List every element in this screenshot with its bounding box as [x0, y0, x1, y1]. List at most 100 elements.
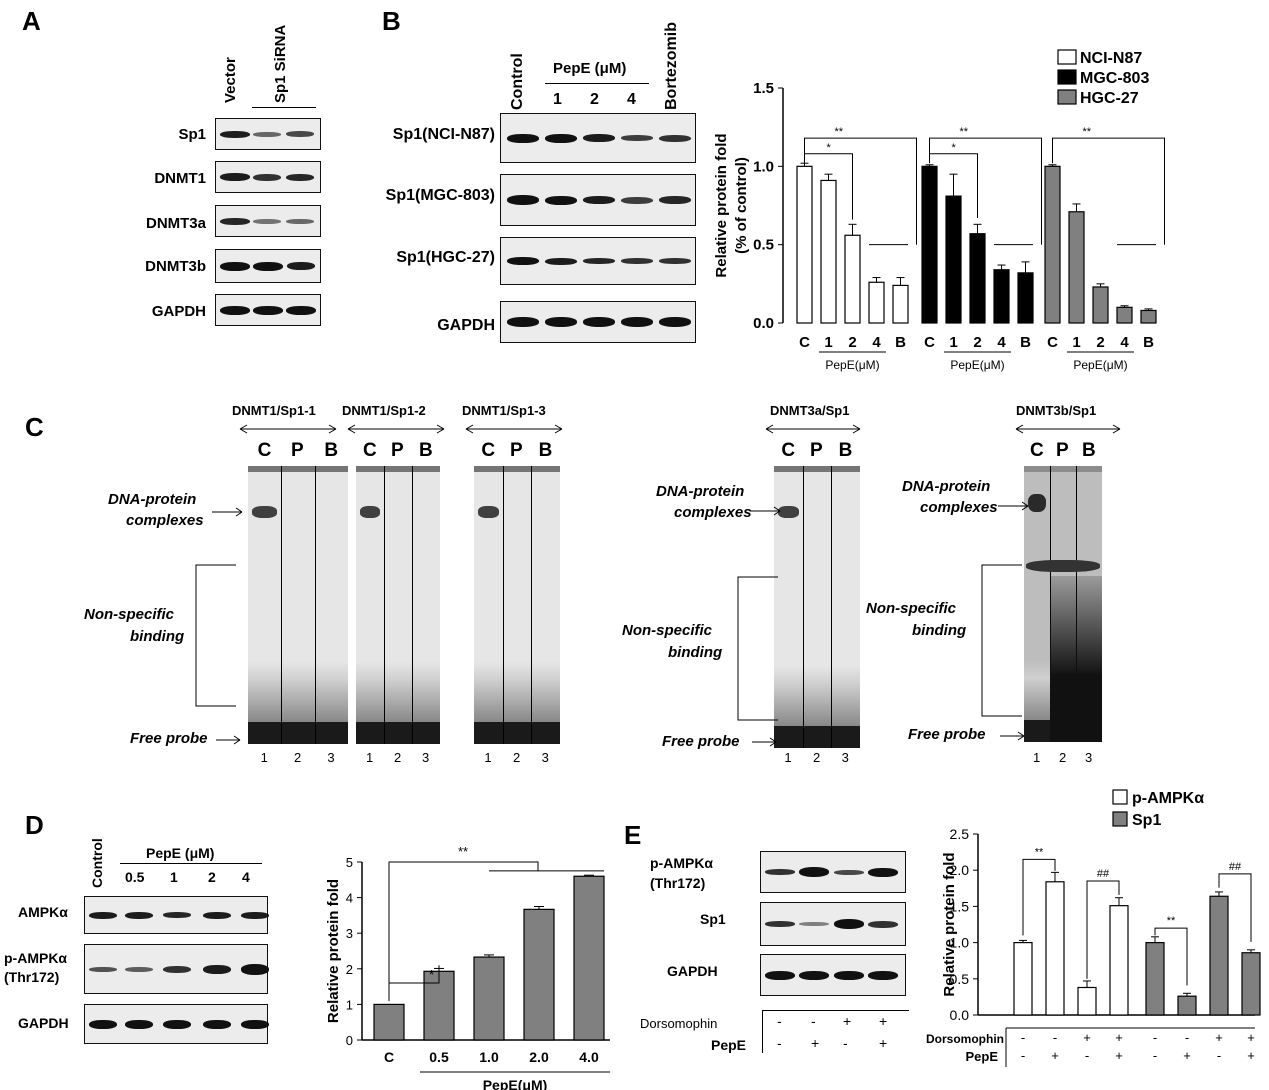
- blot-d-ampk-band: [163, 912, 191, 918]
- annot-free-probe: Free probe: [662, 733, 740, 750]
- gel-smear: [474, 662, 560, 722]
- blot-a-dnmt3b-band: [220, 261, 250, 271]
- panel-b-col-control: Control: [509, 53, 526, 110]
- annot-nonspecific-line1: Non-specific: [866, 600, 957, 617]
- chart-d-x-tick-label: 2.0: [529, 1049, 549, 1065]
- blot-d-gapdh-band: [89, 1019, 117, 1029]
- chart-d-bar: [373, 1003, 405, 1041]
- blot-b-sp1-mgc803-band: [545, 195, 577, 205]
- panel-a-row-dnmt1: DNMT1: [154, 170, 206, 187]
- annot-nonspecific-line2: binding: [912, 622, 967, 639]
- chart-b-sig-star: *: [952, 142, 957, 154]
- annot-free-probe: Free probe: [130, 730, 208, 747]
- panel-e-row-sp1: Sp1: [700, 911, 726, 927]
- chart-b-bar: [1068, 211, 1085, 324]
- panel-e-pepe-sign: -: [843, 1035, 848, 1051]
- blot-b-sp1-mgc803-band: [621, 196, 653, 204]
- chart-e-dorsomophin-sign: +: [1247, 1030, 1255, 1045]
- chart-e-pepe-sign: -: [1021, 1048, 1025, 1063]
- panel-b-label: B: [382, 6, 401, 36]
- panel-d-label: D: [25, 810, 44, 840]
- chart-d-x-tick-label: 0.5: [429, 1049, 449, 1065]
- panel-e-dorsomophin-sign: +: [879, 1013, 888, 1029]
- chart-e-dorsomophin-sign: -: [1185, 1030, 1189, 1045]
- annot-nonspecific-line2: binding: [130, 628, 185, 645]
- emsa-gel: [1024, 466, 1102, 742]
- chart-b-bar: [1017, 272, 1034, 324]
- chart-e-bar: [1109, 905, 1129, 1016]
- blot-b-sp1-mgc803-band: [659, 196, 691, 204]
- chart-b-group-label: PepE(μM): [825, 358, 879, 372]
- chart-e-sig-star: **: [1167, 915, 1176, 927]
- gel-smear: [248, 662, 348, 722]
- chart-e-sig-bracket: [1022, 858, 1056, 936]
- blot-e-sp1-band: [834, 919, 864, 929]
- gel-lane-number: 3: [327, 750, 335, 765]
- panel-d-dose-05: 0.5: [125, 869, 145, 885]
- chart-e-pepe-sign: +: [1247, 1048, 1255, 1063]
- gel-lane-number: 1: [260, 750, 268, 765]
- blot-d-pampk-band: [241, 963, 269, 975]
- blot-a-sp1-band: [220, 130, 250, 138]
- gel-lane-letter: P: [391, 440, 404, 461]
- blot-b-sp1-mgc803-band: [583, 196, 615, 204]
- gel-span-arrow: [347, 424, 445, 434]
- chart-b-x-tick-label: B: [1020, 334, 1031, 351]
- annot-complexes-line2: complexes: [126, 512, 204, 529]
- chart-e-y-label: Relative protein fold: [941, 852, 958, 996]
- gel-well-line: [1024, 466, 1102, 472]
- gel-free-probe-band: [774, 726, 860, 748]
- gel-well-line: [356, 466, 440, 472]
- gel-lane-number: 3: [841, 750, 849, 765]
- gel-well-line: [474, 466, 560, 472]
- gel-complex-band: [252, 506, 278, 518]
- chart-b-sig-bracket-2: [804, 153, 853, 220]
- panel-d-row-ampk: AMPKα: [18, 904, 68, 920]
- panel-b-row-sp1-ncin87: Sp1(NCI-N87): [392, 126, 495, 143]
- panel-b-col-bortezomib: Bortezomib: [663, 22, 680, 110]
- blot-b-sp1-ncin87-band: [659, 134, 691, 142]
- blot-e-gapdh-band: [799, 970, 829, 980]
- blot-d-pampk-band: [89, 966, 117, 972]
- blot-e-pampk-band: [799, 867, 829, 877]
- chart-b-sig-star: *: [827, 142, 832, 154]
- chart-d-y-tick-label: 2: [346, 962, 353, 977]
- chart-e-bar: [1241, 952, 1261, 1016]
- blot-a-dnmt1: [215, 161, 321, 193]
- panel-e-label: E: [624, 820, 642, 850]
- gel-lane-number: 2: [1059, 750, 1067, 765]
- chart-e-sig-star: **: [1035, 846, 1044, 858]
- chart-e-bar: [1077, 986, 1097, 1016]
- chart-e-y-tick-label: 0.0: [950, 1007, 970, 1023]
- chart-b-x-tick-label: 2: [1096, 334, 1104, 351]
- chart-d-y-tick-label: 4: [346, 891, 353, 906]
- chart-b-x-tick-label: 4: [1120, 334, 1129, 351]
- chart-e-legend-label: p-AMPKα: [1132, 790, 1204, 807]
- gel-lane-letter: B: [1082, 440, 1096, 461]
- blot-a-sp1-band: [253, 131, 281, 137]
- chart-e-pepe-sign: +: [1115, 1048, 1123, 1063]
- chart-b: 0.0 0.5 1.0 1.5 Relative protein fold (% of c…: [713, 49, 1165, 372]
- blot-d-gapdh-band: [203, 1019, 231, 1029]
- chart-e-dorsomophin-sign: -: [1053, 1030, 1057, 1045]
- blot-b-sp1-hgc27-band: [583, 258, 615, 264]
- blot-a-dnmt3b: [215, 249, 321, 283]
- blot-a-gapdh-band: [286, 305, 316, 315]
- chart-e-sig-bracket-2: [1086, 880, 1120, 979]
- chart-d-sig-bracket-2: [388, 861, 539, 1001]
- chart-e-dorsomophin-sign: +: [1115, 1030, 1123, 1045]
- panel-a-col-sirna: Sp1 SiRNA: [272, 24, 289, 103]
- gel-lane-number: 1: [784, 750, 792, 765]
- gel-smear: [356, 662, 440, 722]
- annot-free-probe: Free probe: [908, 726, 986, 743]
- gel-lane-number: 1: [1033, 750, 1041, 765]
- blot-a-dnmt3a-band: [286, 218, 314, 224]
- chart-d-y-label: Relative protein fold: [325, 879, 342, 1023]
- chart-b-bar: [892, 284, 909, 324]
- gel-free-probe-band: [248, 722, 348, 744]
- gel-lane-divider: [412, 466, 413, 744]
- gel-lane-divider: [831, 466, 833, 748]
- panel-a-row-dnmt3a: DNMT3a: [145, 215, 206, 232]
- chart-b-sig-star: **: [960, 126, 969, 138]
- chart-b-legend-label: MGC-803: [1080, 70, 1149, 87]
